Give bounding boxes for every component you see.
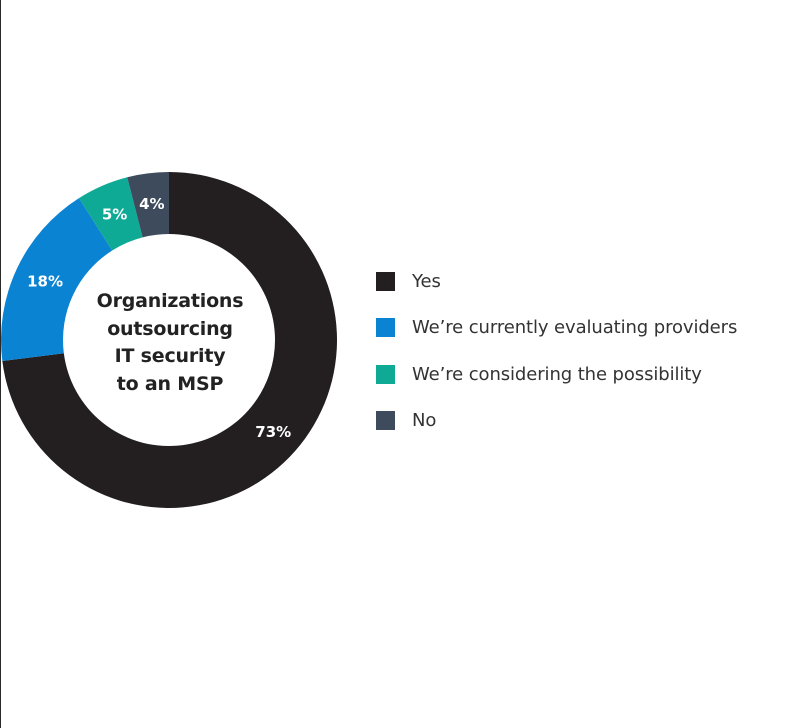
- chart-title-line-4: to an MSP: [70, 371, 270, 399]
- legend-swatch-yes: [376, 272, 395, 291]
- legend-item-evaluating: We’re currently evaluating providers: [376, 305, 737, 352]
- legend-label-yes: Yes: [412, 271, 441, 292]
- legend-swatch-evaluating: [376, 318, 395, 337]
- chart-title: Organizations outsourcing IT security to…: [70, 288, 270, 398]
- data-label-evaluating: 18%: [27, 273, 63, 291]
- legend-label-no: No: [412, 410, 436, 431]
- data-label-no: 4%: [139, 195, 164, 213]
- legend-item-no: No: [376, 398, 737, 445]
- legend-label-evaluating: We’re currently evaluating providers: [412, 317, 737, 338]
- data-label-considering: 5%: [102, 205, 127, 223]
- chart-legend: Yes We’re currently evaluating providers…: [376, 258, 737, 444]
- legend-item-considering: We’re considering the possibility: [376, 351, 737, 398]
- legend-swatch-no: [376, 411, 395, 430]
- chart-title-line-3: IT security: [70, 343, 270, 371]
- legend-swatch-considering: [376, 365, 395, 384]
- legend-label-considering: We’re considering the possibility: [412, 364, 702, 385]
- chart-title-line-2: outsourcing: [70, 316, 270, 344]
- data-label-yes: 73%: [255, 423, 291, 441]
- chart-title-line-1: Organizations: [70, 288, 270, 316]
- legend-item-yes: Yes: [376, 258, 737, 305]
